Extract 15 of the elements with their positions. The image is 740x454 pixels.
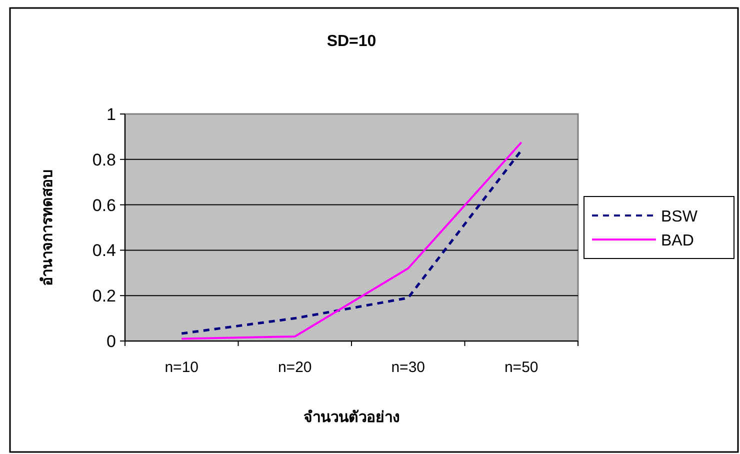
legend-label: BAD [661, 232, 694, 250]
legend-label: BSW [661, 208, 698, 226]
y-axis-title: อำนาจการทดสอบ [39, 169, 56, 286]
x-tick-label: n=10 [164, 359, 199, 376]
y-tick-label: 0 [106, 332, 116, 351]
chart-title: SD=10 [326, 33, 376, 50]
y-tick-label: 0.8 [92, 150, 116, 170]
y-tick-label: 0.4 [92, 241, 116, 260]
y-tick-label: 1 [106, 105, 116, 124]
x-axis-title: จำนวนตัวอย่าง [304, 409, 400, 426]
x-tick-label: n=50 [504, 359, 538, 376]
x-tick-label: n=30 [391, 359, 426, 376]
x-tick-label: n=20 [278, 359, 312, 376]
y-tick-label: 0.2 [92, 286, 116, 306]
y-tick-label: 0.6 [92, 196, 116, 215]
